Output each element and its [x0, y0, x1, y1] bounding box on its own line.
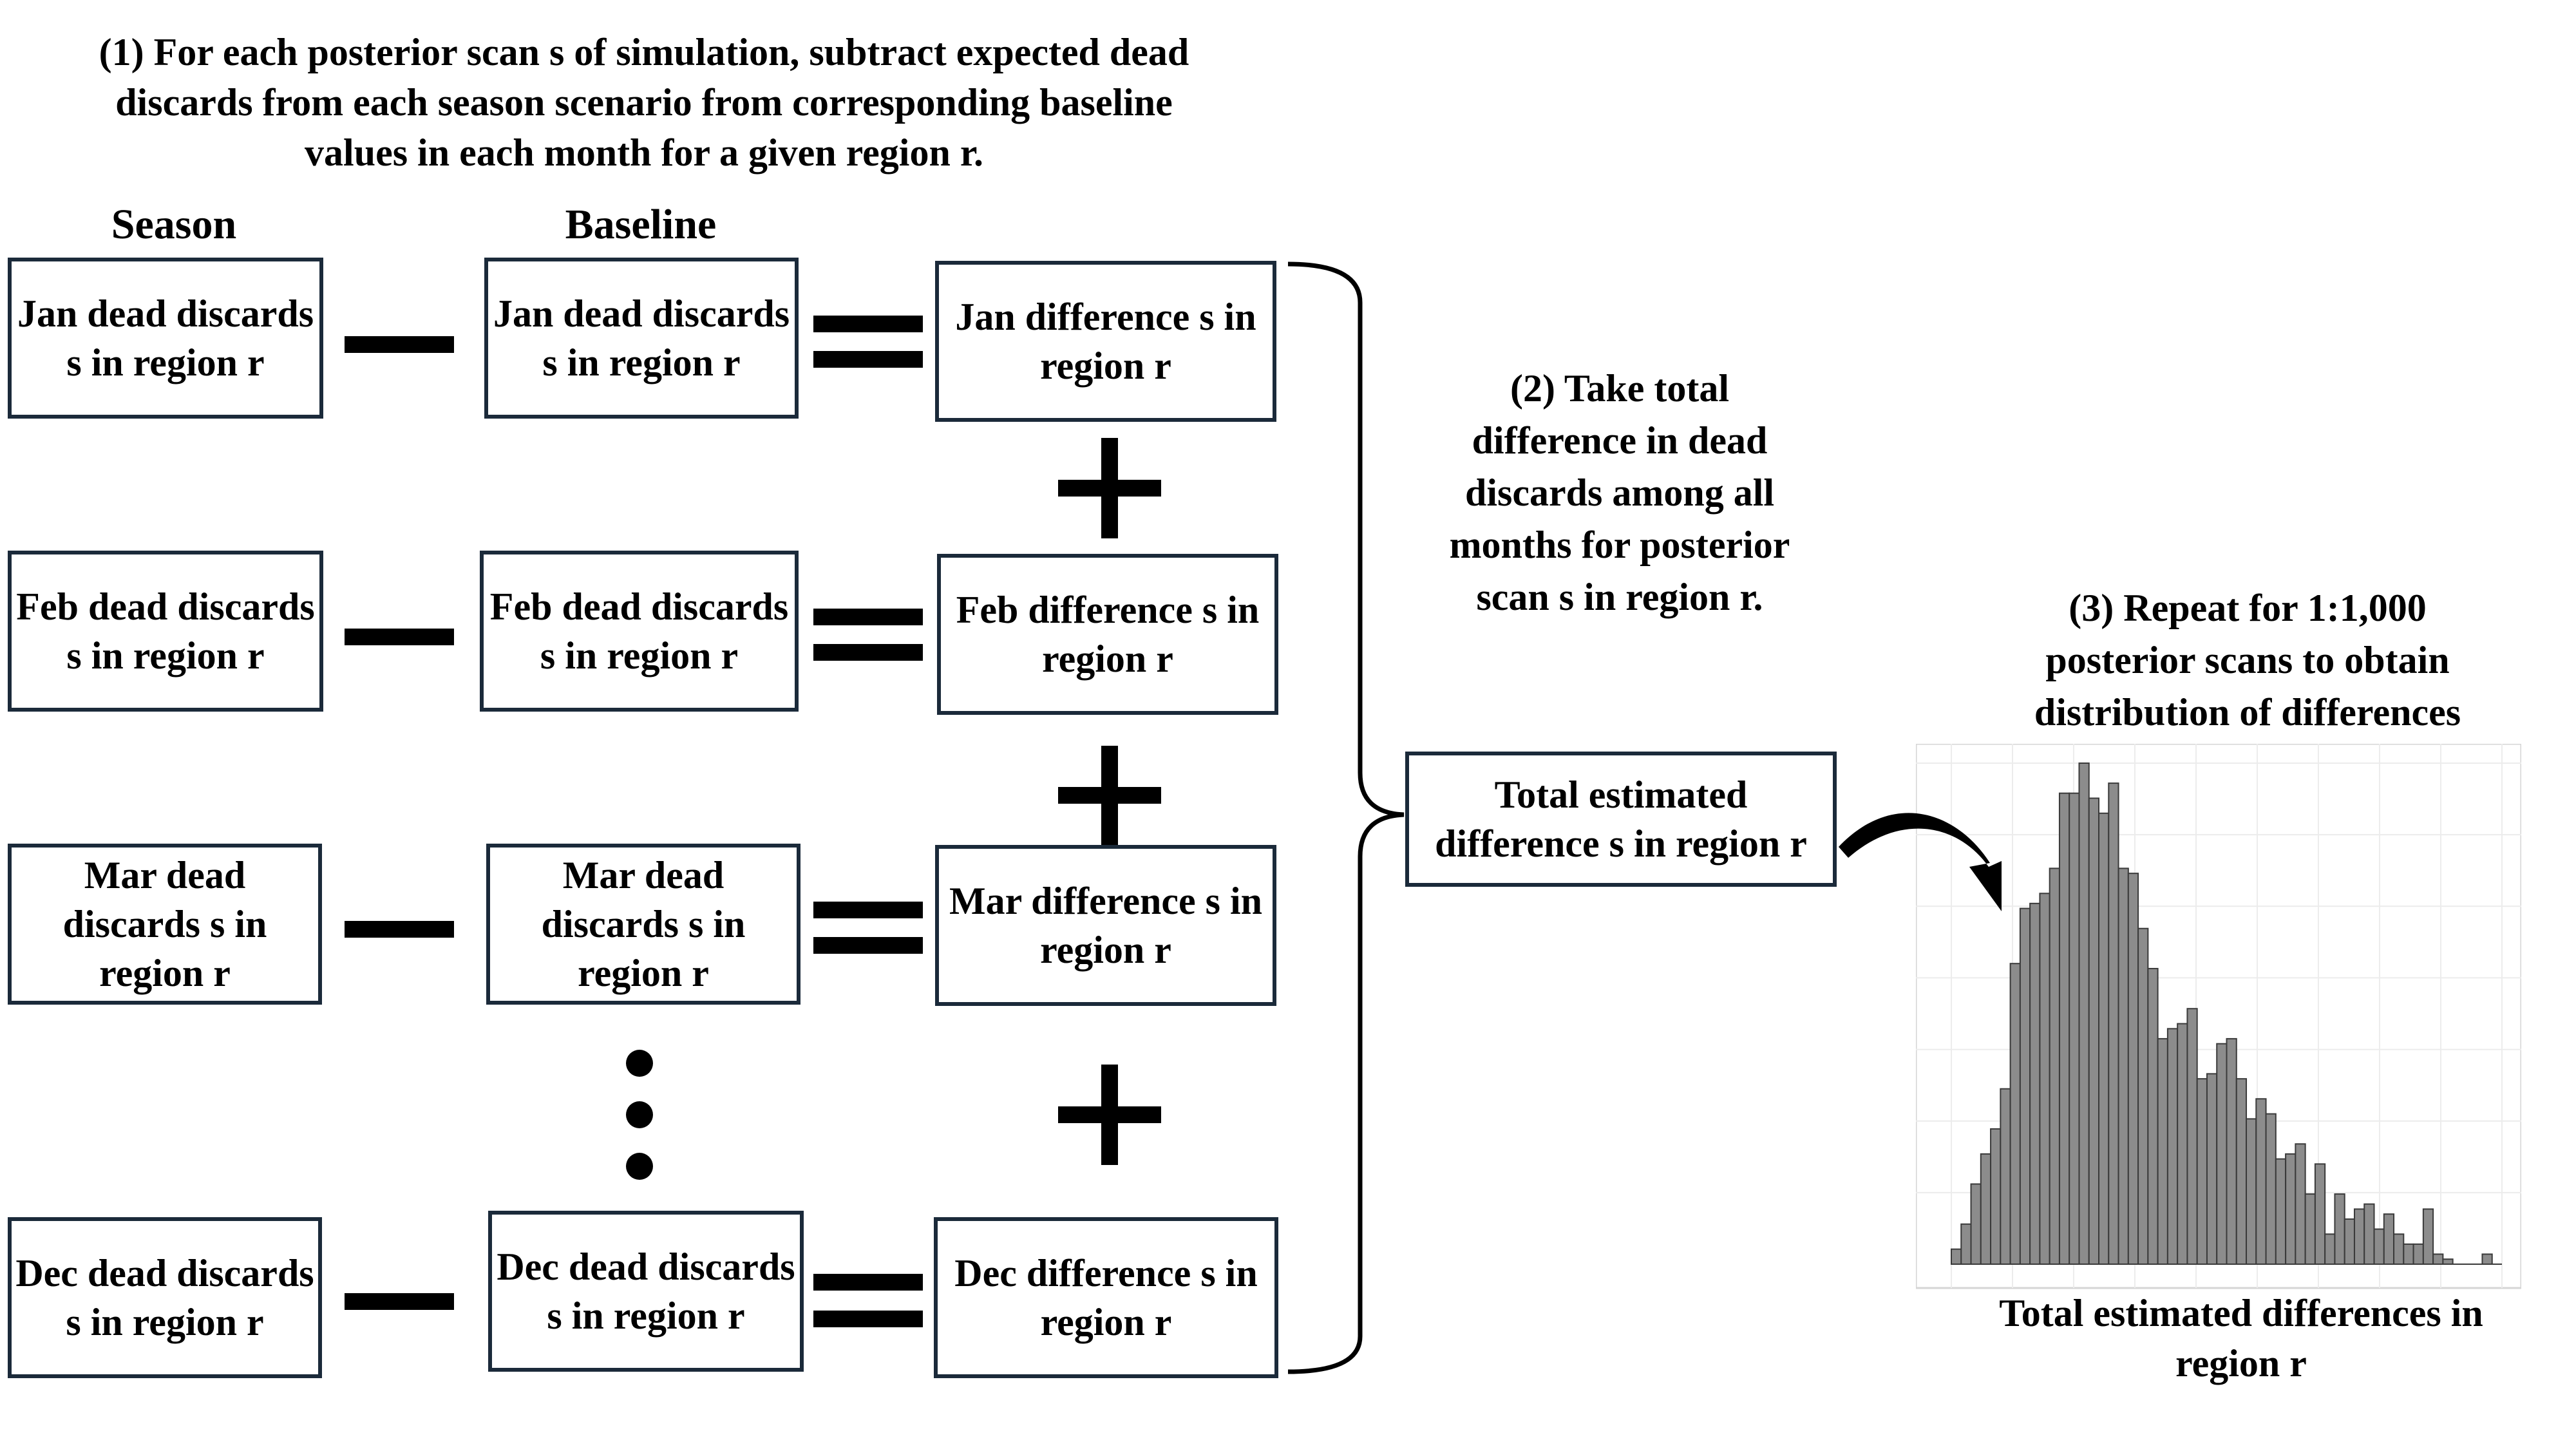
differences-histogram: [1916, 744, 2521, 1289]
minus-sign: [345, 629, 454, 645]
difference-box-dec: Dec difference s in region r: [934, 1217, 1278, 1378]
plus-sign-v: [1101, 746, 1118, 846]
histogram-bar: [2295, 1143, 2306, 1265]
histogram-bar: [2049, 867, 2060, 1265]
baseline-box-mar: Mar dead discards s in region r: [486, 844, 800, 1005]
histogram-bar: [2108, 782, 2119, 1265]
histogram-bar: [2177, 1023, 2188, 1265]
histogram-bar: [2373, 1228, 2385, 1265]
histogram-bar: [2314, 1163, 2326, 1265]
equals-sign-top: [813, 316, 923, 332]
histogram-bar: [2058, 792, 2070, 1265]
histogram-bar: [2285, 1153, 2297, 1265]
step1-text: (1) For each posterior scan s of simulat…: [99, 31, 1189, 174]
histogram-bar: [2137, 927, 2149, 1265]
histogram-bar: [2265, 1113, 2277, 1265]
equals-sign-bottom: [813, 1311, 923, 1327]
season-box-dec: Dec dead discards s in region r: [8, 1217, 322, 1378]
histogram-bar: [2255, 1098, 2267, 1265]
histogram-bar: [2353, 1208, 2365, 1265]
minus-sign: [345, 921, 454, 938]
histogram-bar: [2334, 1193, 2345, 1265]
season-box-jan: Jan dead discards s in region r: [8, 258, 323, 419]
histogram-bar: [2157, 1037, 2168, 1265]
histogram-bar: [2078, 762, 2090, 1265]
histogram-bar: [2069, 792, 2080, 1265]
histogram-bar: [2344, 1218, 2355, 1265]
equals-sign-bottom: [813, 937, 923, 954]
histogram-bar: [2088, 797, 2100, 1265]
histogram-xlabel: Total estimated differences in region r: [1999, 1292, 2483, 1385]
plus-sign-v: [1101, 438, 1118, 538]
histogram-bar: [1951, 1248, 1962, 1265]
histogram-bar: [2206, 1073, 2218, 1265]
histogram-bar: [2235, 1078, 2248, 1265]
histogram-bar: [2442, 1258, 2454, 1265]
ellipsis-dot: [626, 1101, 653, 1128]
histogram-bar: [1970, 1183, 1982, 1265]
histogram-bar: [2186, 1008, 2198, 1265]
histogram-bar: [2009, 963, 2021, 1265]
histogram-bar: [2363, 1203, 2375, 1265]
histogram-bar: [2324, 1233, 2336, 1265]
total-difference-box: Total estimated difference s in region r: [1405, 752, 1837, 887]
baseline-box-feb: Feb dead discards s in region r: [480, 551, 799, 712]
histogram-bar: [2412, 1243, 2424, 1265]
equals-sign-top: [813, 902, 923, 918]
step2-text: (2) Take total difference in dead discar…: [1449, 367, 1790, 618]
histogram-bar: [2019, 907, 2031, 1265]
histogram-bar: [2393, 1233, 2405, 1265]
summation-brace: [1287, 261, 1405, 1374]
histogram-bar: [2147, 967, 2159, 1265]
histogram-bar: [2216, 1043, 2228, 1265]
difference-box-mar: Mar difference s in region r: [935, 845, 1276, 1006]
histogram-bar: [2403, 1243, 2414, 1265]
histogram-bar: [2422, 1208, 2434, 1265]
minus-sign: [345, 336, 454, 353]
histogram-bar: [2039, 893, 2050, 1265]
equals-sign-bottom: [813, 351, 923, 368]
histogram-bar: [2000, 1088, 2011, 1265]
difference-box-feb: Feb difference s in region r: [937, 554, 1278, 715]
histogram-bar: [2304, 1193, 2316, 1265]
baseline-box-jan: Jan dead discards s in region r: [484, 258, 799, 419]
season-box-feb: Feb dead discards s in region r: [8, 551, 323, 712]
histogram-bar: [1990, 1128, 2002, 1265]
equals-sign-top: [813, 609, 923, 625]
histogram-bar: [2029, 902, 2041, 1265]
ellipsis-dot: [626, 1153, 653, 1180]
histogram-bar: [2432, 1253, 2444, 1265]
histogram-bar: [2117, 867, 2129, 1265]
equals-sign-bottom: [813, 644, 923, 661]
histogram-bar: [2226, 1037, 2237, 1265]
histogram-bar: [2166, 1028, 2179, 1265]
step3-text: (3) Repeat for 1:1,000 posterior scans t…: [2034, 587, 2461, 734]
ellipsis-dot: [626, 1050, 653, 1077]
plus-sign-v: [1101, 1065, 1118, 1165]
histogram-bar: [2127, 873, 2139, 1265]
baseline-header: Baseline: [565, 201, 717, 248]
histogram-bar: [2481, 1253, 2493, 1265]
histogram-bar: [1960, 1223, 1972, 1265]
minus-sign: [345, 1293, 454, 1310]
histogram-bar: [2098, 812, 2110, 1265]
histogram-bar: [2246, 1118, 2257, 1265]
equals-sign-top: [813, 1274, 923, 1291]
baseline-box-dec: Dec dead discards s in region r: [488, 1211, 804, 1372]
histogram-bar: [2275, 1158, 2287, 1265]
season-header: Season: [111, 201, 237, 248]
season-box-mar: Mar dead discards s in region r: [8, 844, 322, 1005]
histogram-bar: [2383, 1213, 2395, 1265]
difference-box-jan: Jan difference s in region r: [935, 261, 1276, 422]
histogram-bar: [2196, 1078, 2208, 1265]
histogram-bar: [1980, 1153, 1992, 1265]
